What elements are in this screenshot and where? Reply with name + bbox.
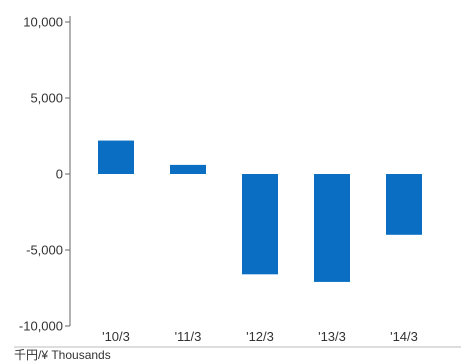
unit-label: 千円/¥ Thousands	[14, 348, 111, 361]
bar	[314, 174, 350, 282]
x-category-label: '14/3	[390, 329, 418, 344]
y-tick-label: -10,000	[19, 319, 63, 334]
x-category-label: '10/3	[102, 329, 130, 344]
y-tick-label: 5,000	[30, 91, 63, 106]
x-category-label: '13/3	[318, 329, 346, 344]
bar	[242, 174, 278, 275]
bar	[386, 174, 422, 235]
bars	[98, 140, 422, 282]
x-category-label: '12/3	[246, 329, 274, 344]
bar	[98, 140, 134, 174]
x-axis-labels: '10/3 '11/3 '12/3 '13/3 '14/3	[14, 329, 461, 348]
x-category-label: '11/3	[175, 329, 202, 344]
y-tick-label: 0	[56, 167, 63, 182]
y-axis: 10,000 5,000 0 -5,000 -10,000	[19, 15, 71, 334]
y-tick-label: -5,000	[26, 243, 63, 258]
bar	[170, 164, 206, 174]
y-tick-label: 10,000	[23, 15, 63, 30]
